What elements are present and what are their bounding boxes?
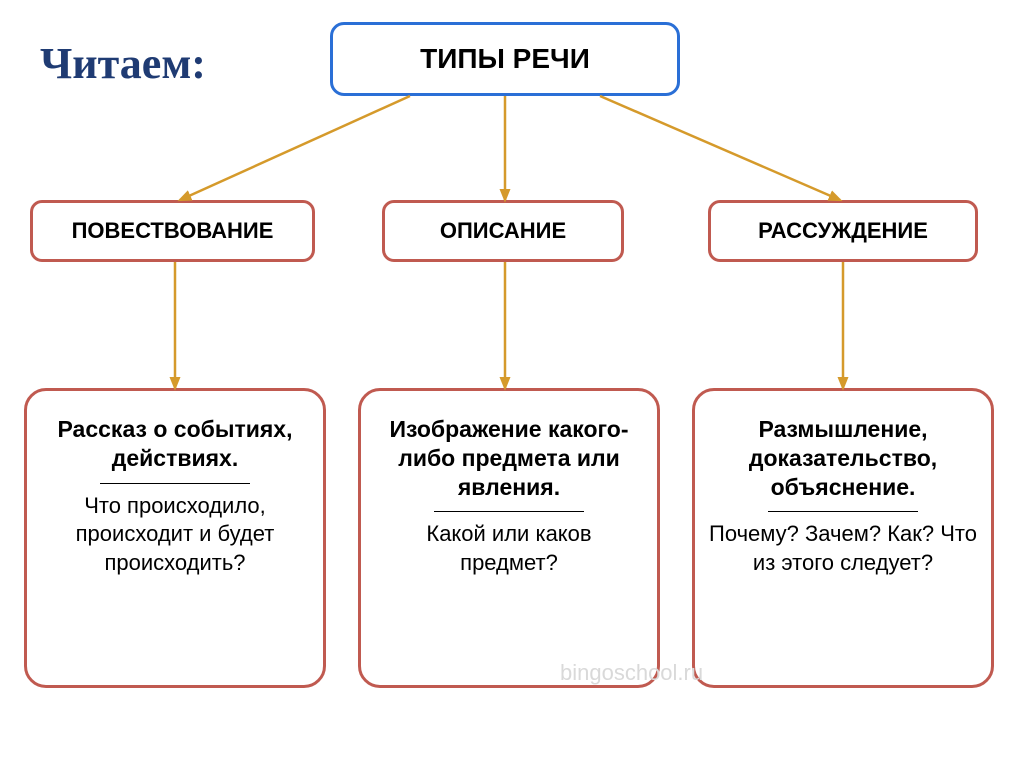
leaf-separator (100, 483, 250, 484)
leaf-separator (768, 511, 918, 512)
leaf-separator (434, 511, 584, 512)
watermark-text: bingoschool.ru (560, 660, 703, 686)
page-heading: Читаем: (40, 38, 206, 89)
leaf-title: Рассказ о событиях, действиях. (41, 415, 309, 473)
leaf-narration: Рассказ о событиях, действиях. Что проис… (24, 388, 326, 688)
leaf-description: Изображение какого-либо предмета или явл… (358, 388, 660, 688)
root-node: ТИПЫ РЕЧИ (330, 22, 680, 96)
leaf-reasoning: Размышление, доказательство, объяснение.… (692, 388, 994, 688)
leaf-title: Размышление, доказательство, объяснение. (709, 415, 977, 501)
child-node-narration: ПОВЕСТВОВАНИЕ (30, 200, 315, 262)
leaf-question: Почему? Зачем? Как? Что из этого следует… (709, 520, 977, 577)
leaf-question: Какой или каков предмет? (375, 520, 643, 577)
leaf-question: Что происходило, происходит и будет прои… (41, 492, 309, 578)
child-node-description: ОПИСАНИЕ (382, 200, 624, 262)
leaf-title: Изображение какого-либо предмета или явл… (375, 415, 643, 501)
child-node-reasoning: РАССУЖДЕНИЕ (708, 200, 978, 262)
